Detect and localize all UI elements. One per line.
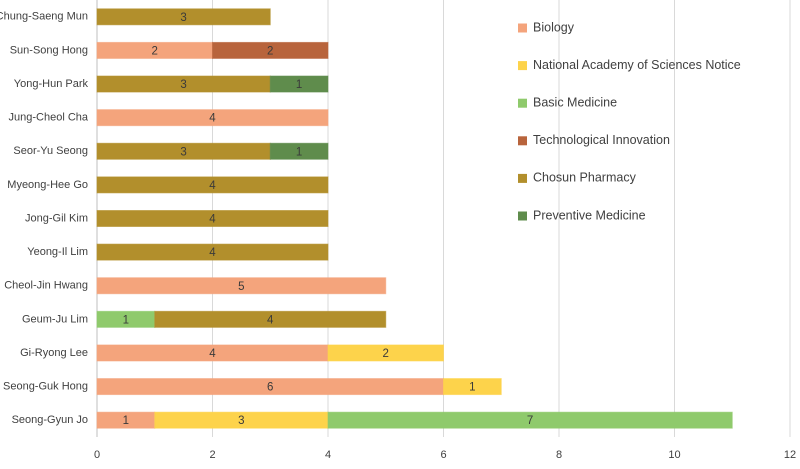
value-label: 3	[180, 79, 186, 91]
bar-segment	[269, 142, 329, 160]
legend-swatch	[518, 61, 527, 71]
x-tick-label: 2	[209, 449, 215, 461]
value-label: 3	[238, 415, 244, 427]
y-tick-label: Seong-Guk Hong	[3, 380, 88, 392]
bar-segment	[96, 210, 329, 227]
value-label: 4	[209, 214, 216, 226]
value-label: 3	[180, 12, 186, 24]
x-tick-label: 6	[440, 449, 446, 461]
y-tick-label: Geum-Ju Lim	[22, 313, 88, 325]
bar-segment	[96, 8, 271, 26]
bar-segment	[327, 344, 444, 362]
value-label: 2	[152, 45, 158, 57]
legend-swatch	[518, 23, 527, 33]
y-tick-label: Myeong-Hee Go	[7, 179, 88, 191]
value-label: 4	[209, 348, 216, 360]
value-label: 1	[296, 146, 302, 158]
y-tick-label: Yeong-Il Lim	[27, 246, 88, 258]
x-tick-label: 12	[784, 449, 796, 461]
bar-segment	[96, 277, 387, 295]
legend-swatch	[518, 211, 527, 221]
value-label: 1	[469, 382, 475, 394]
value-label: 4	[209, 113, 216, 125]
bar-segment	[443, 378, 502, 396]
value-label: 1	[296, 79, 302, 91]
y-tick-label: Chung-Saeng Mun	[0, 11, 88, 23]
bar-segment	[212, 41, 329, 59]
x-tick-label: 4	[325, 449, 331, 461]
bar-segment	[96, 243, 329, 261]
value-label: 2	[267, 45, 273, 57]
value-label: 6	[267, 382, 273, 394]
value-label: 3	[180, 146, 186, 158]
y-tick-label: Gi-Ryong Lee	[20, 347, 88, 359]
legend-label: Basic Medicine	[533, 95, 617, 109]
x-tick-label: 8	[556, 449, 562, 461]
x-tick-label: 10	[668, 449, 680, 461]
value-label: 7	[527, 415, 533, 427]
y-tick-label: Jong-Gil Kim	[25, 212, 88, 224]
bar-segment	[96, 109, 329, 127]
legend-label: National Academy of Sciences Notice	[533, 58, 741, 72]
legend-label: Technological Innovation	[533, 133, 670, 147]
legend-label: Biology	[533, 20, 575, 34]
value-label: 2	[383, 348, 389, 360]
value-label: 1	[123, 314, 129, 326]
legend-swatch	[518, 136, 527, 146]
y-tick-label: Yong-Hun Park	[14, 78, 89, 90]
y-tick-label: Sun-Song Hong	[10, 44, 88, 56]
value-label: 4	[267, 314, 274, 326]
y-tick-label: Seong-Gyun Jo	[12, 414, 88, 426]
y-tick-label: Seor-Yu Seong	[13, 145, 88, 157]
value-label: 4	[209, 247, 216, 259]
value-label: 4	[209, 180, 216, 192]
value-label: 1	[123, 415, 129, 427]
bar-segment	[154, 310, 387, 328]
y-tick-label: Jung-Cheol Cha	[9, 112, 89, 124]
x-tick-label: 0	[94, 449, 100, 461]
bar-segment	[269, 75, 329, 93]
legend-swatch	[518, 98, 527, 108]
bar-segment	[327, 411, 733, 429]
legend-swatch	[518, 173, 527, 183]
legend-label: Chosun Pharmacy	[533, 171, 637, 185]
value-label: 5	[238, 281, 244, 293]
y-tick-label: Cheol-Jin Hwang	[4, 280, 88, 292]
legend-label: Preventive Medicine	[533, 208, 646, 222]
bar-segment	[96, 176, 329, 194]
